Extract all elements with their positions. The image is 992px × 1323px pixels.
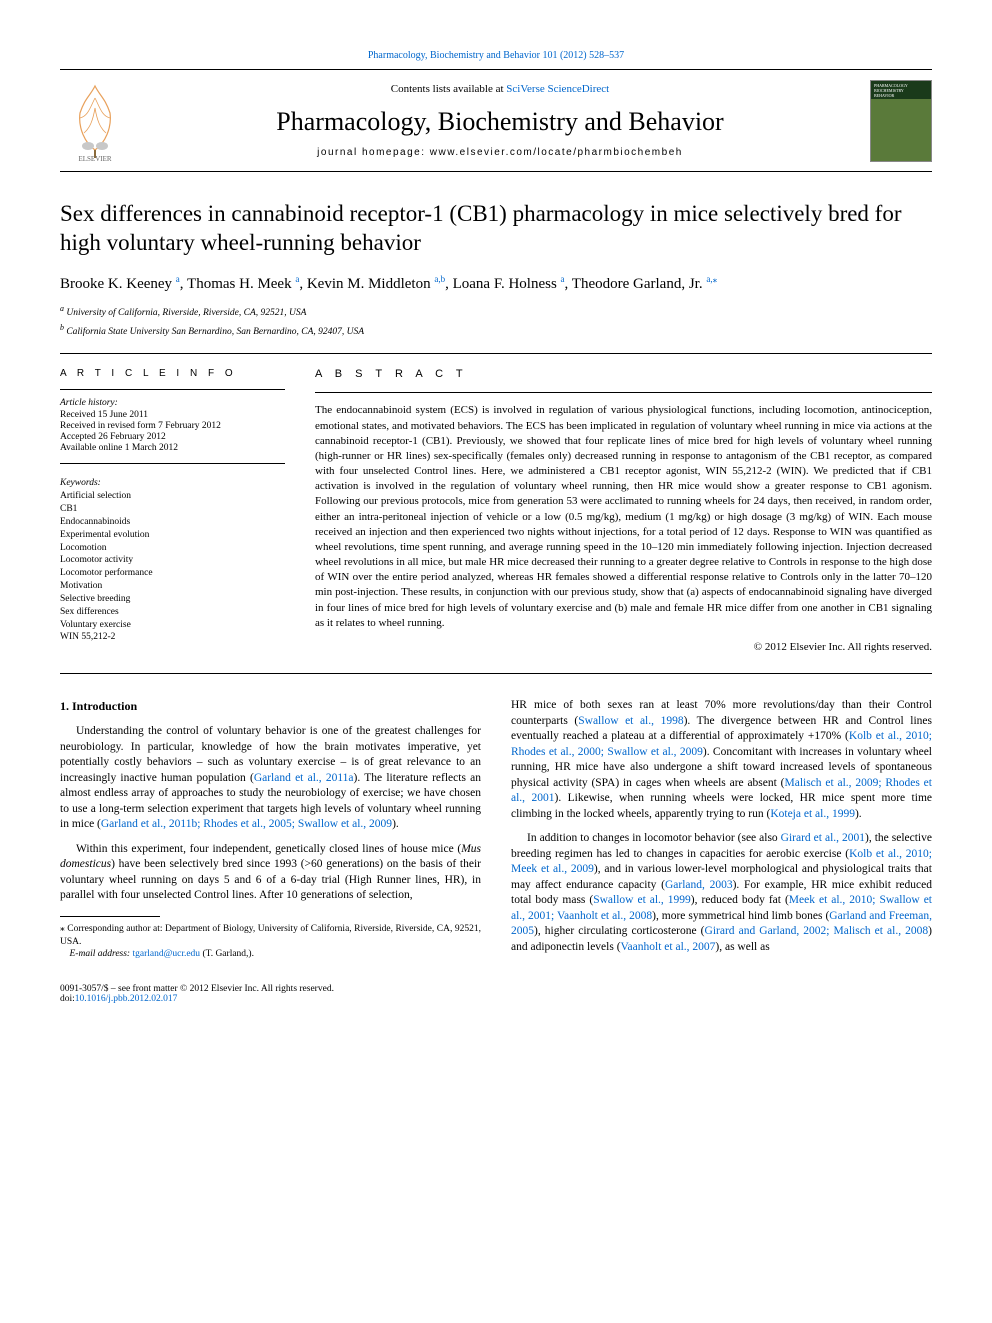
journal-name: Pharmacology, Biochemistry and Behavior <box>146 107 854 137</box>
article-title: Sex differences in cannabinoid receptor-… <box>60 200 932 258</box>
affil-sup[interactable]: a <box>176 274 180 284</box>
body-paragraph: Understanding the control of voluntary b… <box>60 724 481 833</box>
history-line: Received 15 June 2011 <box>60 410 285 420</box>
rule-kw <box>60 463 285 464</box>
sciencedirect-link[interactable]: SciVerse ScienceDirect <box>506 83 609 95</box>
author: Loana F. Holness a <box>453 276 565 292</box>
journal-homepage: journal homepage: www.elsevier.com/locat… <box>146 147 854 158</box>
running-head-link[interactable]: Pharmacology, Biochemistry and Behavior … <box>368 50 624 61</box>
rule-header-bottom <box>60 171 932 172</box>
abstract-header: A B S T R A C T <box>315 368 932 380</box>
keyword: Experimental evolution <box>60 529 285 542</box>
affil-sup[interactable]: a <box>561 274 565 284</box>
svg-text:ELSEVIER: ELSEVIER <box>78 155 111 163</box>
rule-abstract <box>315 392 932 393</box>
corresponding-footnote: ⁎ Corresponding author at: Department of… <box>60 923 481 949</box>
body-paragraph: HR mice of both sexes ran at least 70% m… <box>511 698 932 822</box>
journal-header: ELSEVIER Contents lists available at Sci… <box>60 78 932 163</box>
page-footer: 0091-3057/$ – see front matter © 2012 El… <box>60 984 932 1004</box>
rule-body-top <box>60 673 932 674</box>
article-info-header: A R T I C L E I N F O <box>60 368 285 379</box>
section-heading: 1. Introduction <box>60 698 481 714</box>
contents-prefix: Contents lists available at <box>391 83 506 95</box>
keyword: Locomotor performance <box>60 567 285 580</box>
abstract-text: The endocannabinoid system (ECS) is invo… <box>315 403 932 631</box>
corr-sup[interactable]: ⁎ <box>713 274 718 284</box>
keywords-label: Keywords: <box>60 478 285 488</box>
email-footnote: E-mail address: tgarland@ucr.edu (T. Gar… <box>60 948 481 961</box>
front-matter-line: 0091-3057/$ – see front matter © 2012 El… <box>60 984 932 994</box>
running-head: Pharmacology, Biochemistry and Behavior … <box>60 50 932 61</box>
keyword: Locomotor activity <box>60 554 285 567</box>
body-columns: 1. Introduction Understanding the contro… <box>60 698 932 964</box>
body-paragraph: In addition to changes in locomotor beha… <box>511 831 932 955</box>
footnote-rule <box>60 916 160 917</box>
keyword: Sex differences <box>60 606 285 619</box>
author: Brooke K. Keeney a <box>60 276 180 292</box>
author: Theodore Garland, Jr. a,⁎ <box>572 276 717 292</box>
body-paragraph: Within this experiment, four independent… <box>60 842 481 904</box>
elsevier-logo: ELSEVIER <box>60 78 130 163</box>
history-line: Available online 1 March 2012 <box>60 443 285 453</box>
journal-cover-thumb: PHARMACOLOGYBIOCHEMISTRYBEHAVIOR <box>870 80 932 162</box>
affil-sup[interactable]: a,b <box>434 274 445 284</box>
rule-top <box>60 69 932 70</box>
keyword: Selective breeding <box>60 593 285 606</box>
rule-info <box>60 389 285 390</box>
author-list: Brooke K. Keeney a, Thomas H. Meek a, Ke… <box>60 274 932 293</box>
author: Kevin M. Middleton a,b <box>307 276 445 292</box>
affiliation: b California State University San Bernar… <box>60 322 932 339</box>
history-label: Article history: <box>60 398 285 408</box>
keyword: Endocannabinoids <box>60 516 285 529</box>
doi-link[interactable]: 10.1016/j.pbb.2012.02.017 <box>75 994 178 1004</box>
history-line: Accepted 26 February 2012 <box>60 432 285 442</box>
author: Thomas H. Meek a <box>187 276 299 292</box>
keyword: Motivation <box>60 580 285 593</box>
affil-sup[interactable]: a <box>295 274 299 284</box>
copyright-line: © 2012 Elsevier Inc. All rights reserved… <box>315 641 932 653</box>
affiliation: a University of California, Riverside, R… <box>60 303 932 320</box>
keyword: Locomotion <box>60 542 285 555</box>
column-right: HR mice of both sexes ran at least 70% m… <box>511 698 932 964</box>
email-link[interactable]: tgarland@ucr.edu <box>132 949 200 959</box>
homepage-url: www.elsevier.com/locate/pharmbiochembeh <box>430 147 683 158</box>
rule-meta-top <box>60 353 932 354</box>
contents-line: Contents lists available at SciVerse Sci… <box>146 83 854 95</box>
keyword: Artificial selection <box>60 490 285 503</box>
keyword: Voluntary exercise <box>60 619 285 632</box>
history-line: Received in revised form 7 February 2012 <box>60 421 285 431</box>
keyword: CB1 <box>60 503 285 516</box>
column-left: 1. Introduction Understanding the contro… <box>60 698 481 964</box>
keyword: WIN 55,212-2 <box>60 631 285 644</box>
